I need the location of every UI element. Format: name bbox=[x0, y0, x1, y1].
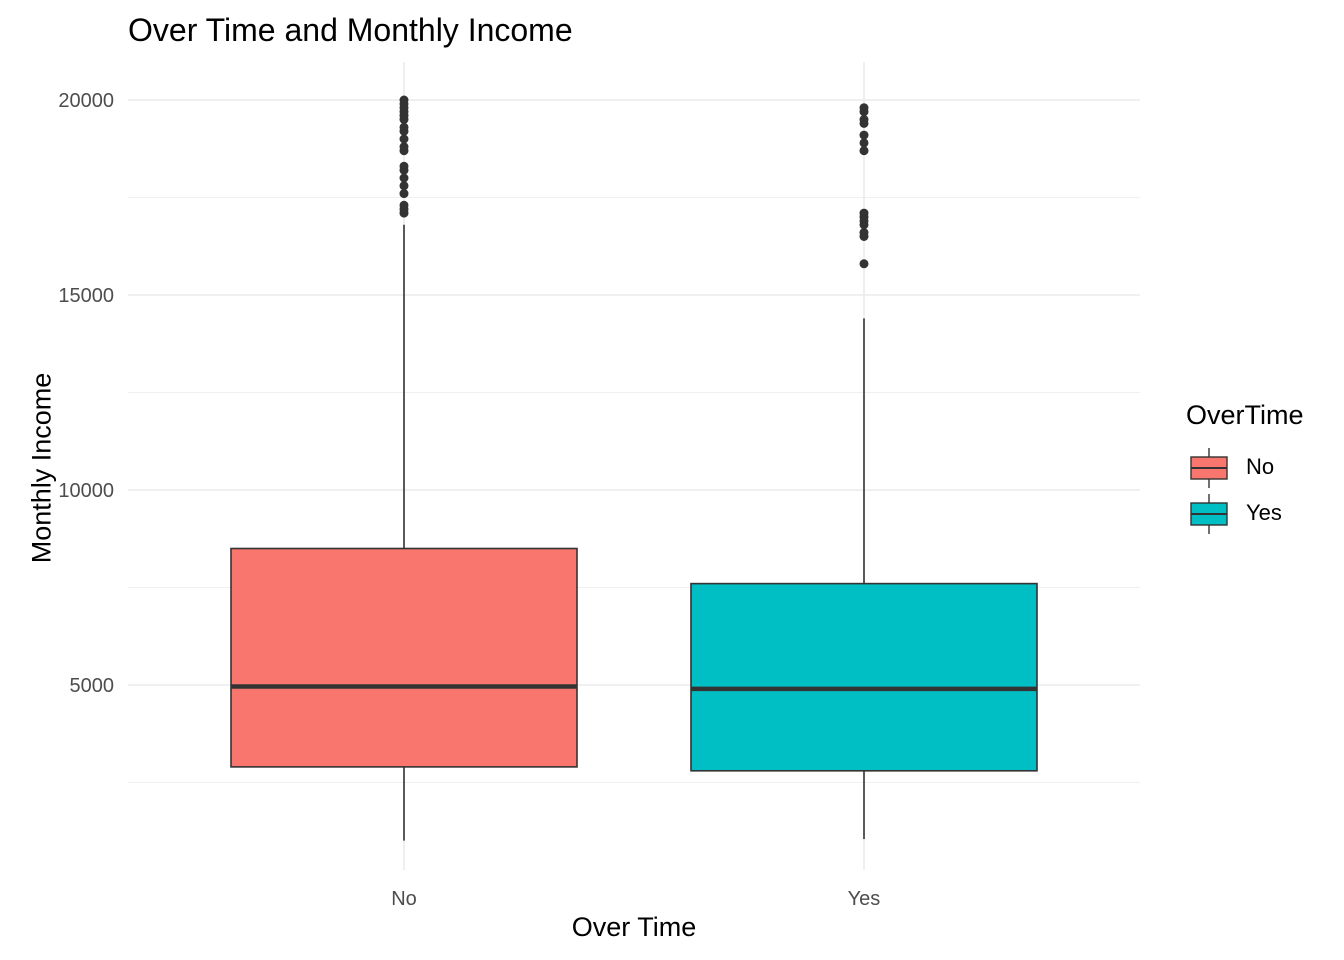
outlier-point bbox=[859, 115, 869, 124]
legend-key-no bbox=[1190, 448, 1228, 488]
x-axis-ticks: No Yes bbox=[391, 888, 880, 910]
outlier-point bbox=[859, 138, 869, 148]
outlier-point bbox=[399, 161, 409, 171]
outlier-point bbox=[399, 181, 409, 191]
outlier-point bbox=[859, 130, 869, 140]
legend-label-no: No bbox=[1246, 454, 1275, 479]
outlier-point bbox=[399, 134, 409, 144]
outlier-point bbox=[859, 146, 869, 156]
legend-key-yes bbox=[1190, 494, 1228, 534]
y-axis-ticks: 5000 10000 15000 20000 bbox=[58, 90, 114, 697]
outlier-point bbox=[859, 103, 869, 113]
outlier-point bbox=[399, 95, 409, 105]
y-tick-label: 10000 bbox=[58, 480, 114, 502]
box-iqr bbox=[690, 582, 1038, 772]
legend-title: OverTime bbox=[1186, 400, 1304, 430]
outlier-point bbox=[399, 200, 409, 210]
outlier-point bbox=[399, 173, 409, 183]
legend-item-yes: Yes bbox=[1186, 494, 1326, 534]
chart-title: Over Time and Monthly Income bbox=[128, 12, 573, 48]
y-tick-label: 20000 bbox=[58, 90, 114, 112]
x-axis-label: Over Time bbox=[571, 912, 697, 942]
outlier-point bbox=[859, 208, 869, 218]
y-tick-label: 5000 bbox=[70, 675, 115, 697]
outlier-point bbox=[399, 142, 409, 152]
legend-item-no: No bbox=[1186, 448, 1326, 488]
box-iqr bbox=[230, 547, 578, 768]
outlier-point bbox=[399, 189, 409, 199]
outlier-point bbox=[399, 122, 409, 132]
boxplot-no bbox=[230, 95, 578, 841]
boxplot-yes bbox=[690, 103, 1038, 840]
y-tick-label: 15000 bbox=[58, 285, 114, 307]
outlier-point bbox=[859, 228, 869, 238]
outlier-point bbox=[859, 259, 869, 269]
y-axis-label: Monthly Income bbox=[26, 372, 57, 564]
boxplots bbox=[230, 95, 1038, 841]
x-tick-label: No bbox=[391, 888, 417, 910]
x-tick-label: Yes bbox=[848, 888, 881, 910]
legend-label-yes: Yes bbox=[1246, 500, 1282, 525]
